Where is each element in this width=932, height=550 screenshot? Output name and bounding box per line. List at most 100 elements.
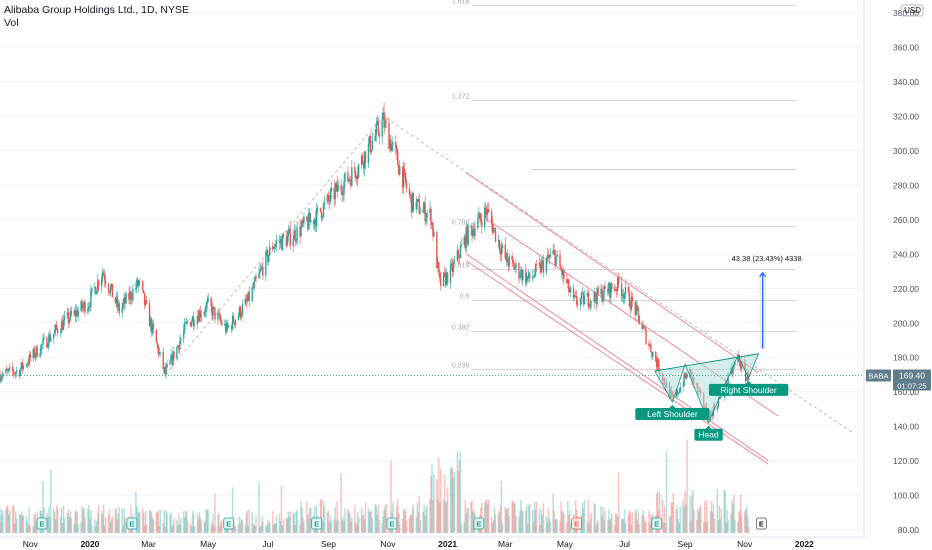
volume-bar — [658, 492, 661, 533]
volume-bar — [117, 513, 120, 533]
candle-body — [9, 367, 11, 369]
volume-bar — [622, 519, 625, 533]
volume-bar — [271, 511, 274, 533]
target-projection[interactable]: 43.38 (23.43%) 4338 — [732, 254, 802, 349]
symbol-title[interactable]: Alibaba Group Holdings Ltd., 1D, NYSE — [4, 4, 190, 16]
candle-body — [590, 301, 592, 303]
candle-body — [504, 244, 506, 259]
volume-bar — [355, 525, 358, 533]
volume-bar — [18, 514, 21, 533]
candle-body — [649, 344, 651, 346]
candle-body — [716, 406, 719, 410]
candle-body — [169, 360, 171, 365]
volume-bar — [519, 510, 521, 533]
candle-body — [77, 310, 79, 317]
volume-bar — [74, 511, 77, 533]
candle-body — [741, 360, 743, 369]
candle-body — [220, 319, 222, 322]
volume-bar — [514, 503, 516, 533]
candle-body — [634, 301, 636, 316]
candle-body — [142, 290, 145, 294]
candle-body — [129, 291, 131, 300]
candle-body — [376, 121, 378, 124]
volume-bar — [0, 508, 2, 533]
y-tick-label: 140.00 — [893, 422, 919, 432]
candle-body — [419, 212, 421, 214]
pattern-label-box — [635, 408, 710, 421]
volume-bar — [430, 476, 432, 533]
y-axis: 380.00 360.00 340.00 320.00 300.00 280.00 260.… — [863, 0, 924, 538]
candle-body — [683, 373, 685, 386]
candle-body — [416, 199, 419, 202]
candle-body — [61, 321, 64, 330]
volume-bar — [437, 499, 439, 533]
candle-body — [397, 151, 399, 166]
volume-bar — [214, 493, 216, 533]
volume-bar — [541, 514, 544, 533]
volume-bar — [438, 458, 440, 533]
volume-bar — [613, 525, 616, 533]
candle-body — [94, 287, 96, 288]
volume-bar — [320, 499, 323, 533]
volume-bar — [199, 517, 202, 533]
candle-body — [150, 318, 153, 333]
volume-bar — [238, 516, 241, 533]
volume-bar — [245, 512, 248, 533]
candle-body — [727, 374, 729, 385]
volume-bar — [66, 513, 69, 533]
candle-body — [102, 272, 105, 276]
candle-body — [430, 208, 432, 226]
volume-bar — [186, 520, 189, 533]
candle-body — [563, 270, 565, 279]
volume-bar — [309, 508, 311, 533]
volume-bar — [436, 478, 438, 533]
fibonacci-levels[interactable]: 1.618 1.272 0.786 0.618 0.5 0.382 0.236 — [452, 0, 797, 370]
volume-bar — [344, 508, 346, 533]
candle-body — [378, 132, 380, 137]
candle-body — [426, 212, 428, 218]
pattern-label-text: Head — [698, 430, 719, 440]
candle-body — [381, 119, 383, 137]
volume-bar — [60, 507, 63, 533]
volume-bar — [620, 518, 623, 533]
candle-body — [637, 307, 639, 316]
target-range-fill — [759, 272, 766, 349]
pattern-label-text: Left Shoulder — [647, 409, 698, 419]
volume-bar — [145, 524, 148, 533]
candle-body — [580, 292, 583, 299]
candle-body — [1, 376, 3, 379]
volume-bar — [155, 513, 158, 533]
volume-bar — [595, 524, 597, 533]
candle-body — [279, 238, 282, 243]
candle-body — [679, 386, 681, 393]
candle-body — [367, 143, 370, 163]
candle-body — [156, 342, 159, 346]
candle-body — [46, 337, 48, 348]
candle-body — [0, 378, 2, 382]
volume-bar — [429, 498, 431, 533]
candle-body — [53, 333, 55, 339]
head-shoulders-pattern[interactable]: Left Shoulder Head Right Shoulder — [635, 353, 789, 441]
volume-bar — [272, 524, 275, 533]
y-tick-label: 120.00 — [893, 456, 919, 466]
candle-body — [309, 212, 311, 222]
candle-body — [600, 288, 602, 295]
volume-bar — [467, 507, 469, 533]
volume-bar — [182, 510, 185, 533]
candle-body — [206, 301, 208, 305]
x-tick-label: May — [200, 539, 217, 549]
volume-bar — [260, 525, 262, 533]
volume-bar — [34, 513, 36, 533]
candle-body — [185, 321, 188, 323]
volume-bar — [217, 514, 219, 533]
volume-bar — [385, 503, 387, 533]
candle-body — [334, 187, 336, 200]
trendlines[interactable] — [164, 115, 854, 465]
volume-bar — [211, 522, 213, 533]
volume-bar — [6, 505, 8, 533]
candle-body — [130, 291, 132, 300]
candle-body — [422, 209, 424, 213]
volume-bar — [101, 513, 104, 533]
